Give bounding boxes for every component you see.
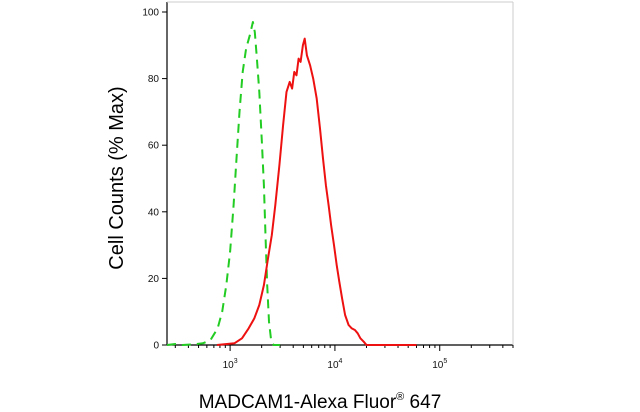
y-tick-label: 0: [153, 341, 159, 352]
x-tick-label-base: 10: [432, 360, 444, 371]
x-tick-label: 105: [432, 358, 447, 371]
y-tick-label: 100: [142, 8, 159, 19]
x-tick-label: 104: [327, 358, 342, 371]
x-tick-label-exponent: 3: [234, 358, 238, 365]
x-axis-title-registered-mark: ®: [396, 391, 404, 403]
x-tick-label-exponent: 5: [443, 358, 447, 365]
y-tick-label: 60: [148, 141, 160, 152]
y-axis-ticks: 0 20 40 60 80 100: [142, 8, 167, 352]
y-tick-label: 20: [148, 274, 160, 285]
x-tick-label: 103: [223, 358, 238, 371]
x-tick-label-exponent: 4: [339, 358, 343, 365]
series-layer: [166, 21, 417, 346]
x-tick-label-base: 10: [327, 360, 339, 371]
y-tick-label: 80: [148, 74, 160, 85]
x-tick-label-base: 10: [223, 360, 235, 371]
x-axis-title: MADCAM1-Alexa Fluor® 647: [199, 391, 442, 412]
x-axis-title-main: MADCAM1-Alexa Fluor: [199, 392, 397, 412]
y-tick-label: 40: [148, 207, 160, 218]
plot-frame: [166, 1, 514, 346]
control-histogram-line: [166, 21, 281, 346]
y-axis-title: Cell Counts (% Max): [106, 86, 128, 269]
x-axis-title-suffix: 647: [404, 392, 441, 412]
sample-histogram-line: [216, 37, 417, 346]
x-axis-ticks: 103 104 105: [174, 345, 514, 371]
